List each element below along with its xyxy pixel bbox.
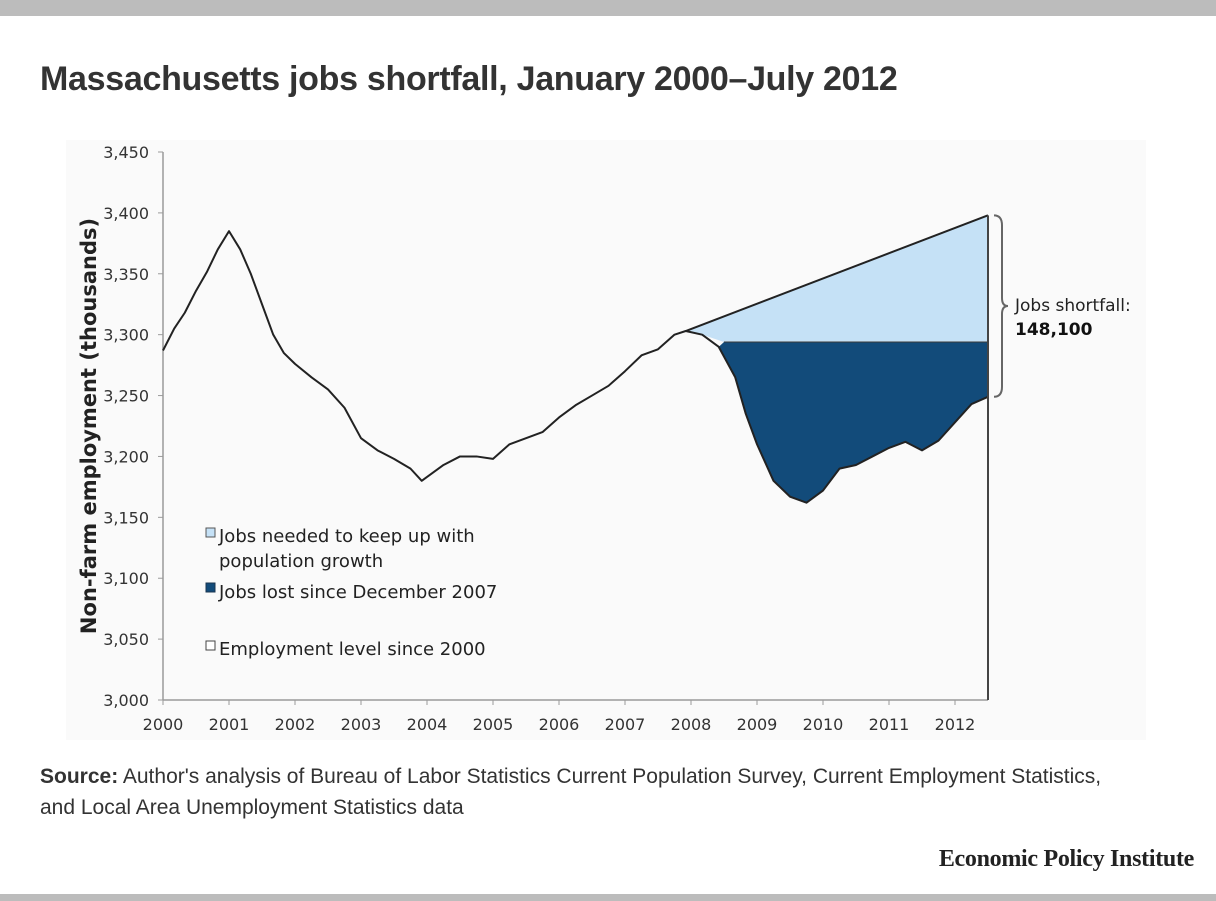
legend-label-jobs-needed-2: population growth — [219, 551, 383, 572]
brand-logo: Economic Policy Institute — [938, 846, 1194, 872]
y-tick-label: 3,150 — [103, 508, 149, 527]
y-tick-label: 3,000 — [103, 691, 149, 710]
y-axis-label: Non-farm employment (thousands) — [77, 218, 101, 634]
chart-title: Massachusetts jobs shortfall, January 20… — [40, 60, 898, 98]
top-frame-bar — [0, 0, 1216, 16]
y-tick-label: 3,100 — [103, 569, 149, 588]
shortfall-value: 148,100 — [1015, 320, 1093, 340]
source-text: Author's analysis of Bureau of Labor Sta… — [40, 765, 1102, 819]
legend-label-jobs-needed-1: Jobs needed to keep up with — [218, 526, 475, 547]
x-tick-label: 2003 — [341, 715, 382, 734]
x-tick-label: 2006 — [539, 715, 580, 734]
legend-label-employment: Employment level since 2000 — [219, 639, 486, 660]
jobs-lost-area — [718, 341, 988, 503]
source-note: Source: Author's analysis of Bureau of L… — [40, 761, 1140, 823]
jobs-needed-area — [685, 215, 988, 342]
legend-swatch-employment — [205, 640, 216, 651]
trend-line — [685, 214, 989, 332]
y-tick-label: 3,050 — [103, 630, 149, 649]
x-tick-label: 2005 — [473, 715, 514, 734]
y-tick-label: 3,200 — [103, 447, 149, 466]
legend-swatch-jobs-needed — [205, 527, 216, 538]
bottom-frame-bar — [0, 894, 1216, 901]
y-tick-label: 3,450 — [103, 143, 149, 162]
legend-label-jobs-lost: Jobs lost since December 2007 — [218, 582, 497, 603]
x-tick-label: 2007 — [605, 715, 646, 734]
y-tick-label: 3,300 — [103, 326, 149, 345]
y-tick-label: 3,400 — [103, 204, 149, 223]
x-axis: 2000 2001 2002 2003 2004 2005 2006 2007 2008 2009… — [143, 699, 988, 734]
x-tick-label: 2008 — [671, 715, 712, 734]
shortfall-brace — [993, 214, 1009, 398]
source-label: Source: — [40, 765, 119, 788]
legend-swatch-jobs-lost — [205, 582, 216, 593]
x-tick-label: 2000 — [143, 715, 184, 734]
employment-line — [162, 230, 989, 504]
x-tick-label: 2009 — [737, 715, 778, 734]
y-axis: 3,000 3,050 3,100 3,150 3,200 3,250 3,300 3,350… — [103, 143, 164, 710]
x-tick-label: 2001 — [209, 715, 250, 734]
legend: Jobs needed to keep up with population g… — [205, 526, 497, 660]
x-tick-label: 2010 — [803, 715, 844, 734]
x-tick-label: 2004 — [407, 715, 448, 734]
y-tick-label: 3,350 — [103, 265, 149, 284]
shortfall-label: Jobs shortfall: — [1014, 296, 1131, 316]
y-tick-label: 3,250 — [103, 387, 149, 406]
x-tick-label: 2012 — [935, 715, 976, 734]
x-tick-label: 2011 — [869, 715, 910, 734]
x-tick-label: 2002 — [275, 715, 316, 734]
